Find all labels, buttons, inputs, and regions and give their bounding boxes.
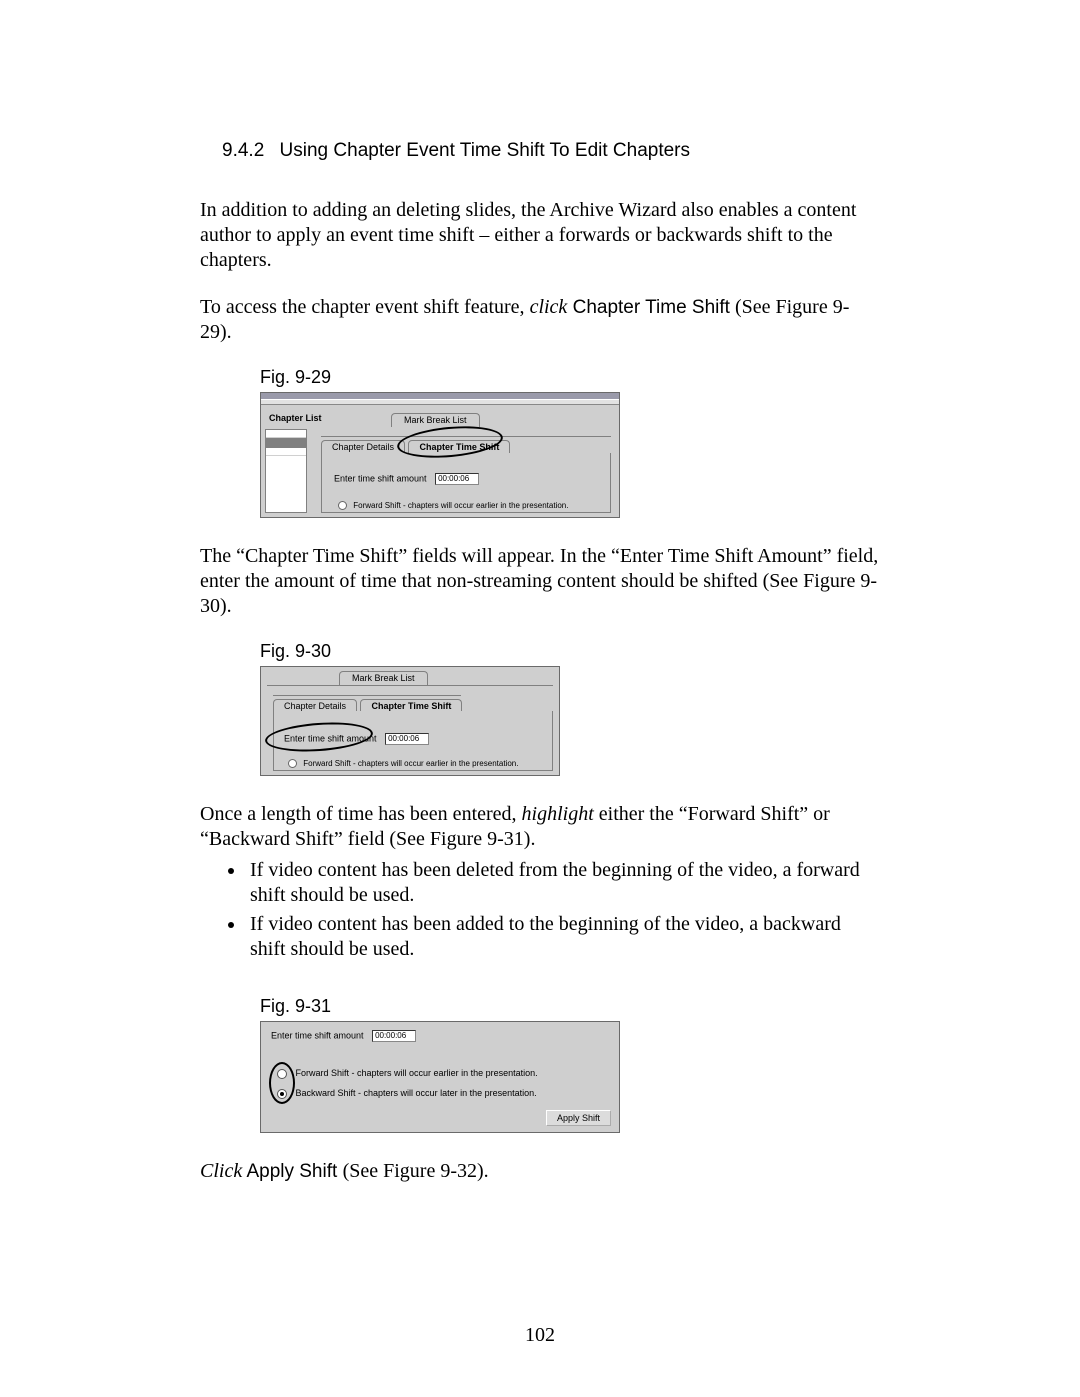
radio-icon [338, 501, 347, 510]
radio-icon [277, 1069, 287, 1079]
bullet-item-2: If video content has been added to the b… [246, 912, 880, 962]
enter-time-shift-label: Enter time shift amount [334, 473, 427, 483]
enter-time-shift-row-31: Enter time shift amount 00:00:06 [271, 1030, 416, 1042]
tab-mark-break-list[interactable]: Mark Break List [391, 413, 480, 427]
tab-chapter-time-shift[interactable]: Chapter Time Shift [408, 440, 510, 453]
paragraph-5: Click Apply Shift (See Figure 9-32). [200, 1159, 880, 1184]
forward-shift-radio-31[interactable]: Forward Shift - chapters will occur earl… [277, 1068, 538, 1079]
forward-shift-radio-30[interactable]: Forward Shift - chapters will occur earl… [288, 759, 518, 768]
section-title: Using Chapter Event Time Shift To Edit C… [280, 140, 690, 161]
forward-shift-label-30: Forward Shift - chapters will occur earl… [303, 759, 518, 768]
fig-30-caption: Fig. 9-30 [260, 641, 880, 662]
time-shift-panel: Enter time shift amount 00:00:06 Forward… [321, 453, 611, 513]
paragraph-3: The “Chapter Time Shift” fields will app… [200, 544, 880, 619]
fig30-divider [267, 685, 553, 686]
time-shift-input[interactable]: 00:00:06 [435, 473, 479, 485]
enter-time-shift-label-31: Enter time shift amount [271, 1030, 364, 1040]
radio-icon [288, 759, 297, 768]
radio-icon-selected [277, 1089, 287, 1099]
para2-click-word: click [530, 296, 568, 318]
enter-time-shift-label-30: Enter time shift amount [284, 733, 377, 743]
bullet-item-1: If video content has been deleted from t… [246, 858, 880, 908]
forward-shift-radio[interactable]: Forward Shift - chapters will occur earl… [338, 501, 568, 510]
tab-chapter-details[interactable]: Chapter Details [321, 440, 405, 453]
chapter-list-panel[interactable] [265, 429, 307, 513]
enter-time-shift-row-30: Enter time shift amount 00:00:06 [284, 733, 429, 745]
time-shift-input-31[interactable]: 00:00:06 [372, 1030, 416, 1042]
forward-shift-label: Forward Shift - chapters will occur earl… [353, 501, 568, 510]
tab-mark-break-list-30[interactable]: Mark Break List [339, 671, 428, 685]
page-number: 102 [0, 1324, 1080, 1347]
bullet-list: If video content has been deleted from t… [246, 858, 880, 962]
section-heading: 9.4.2 Using Chapter Event Time Shift To … [222, 140, 880, 162]
backward-shift-label-31: Backward Shift - chapters will occur lat… [296, 1088, 537, 1098]
forward-shift-label-31: Forward Shift - chapters will occur earl… [296, 1068, 538, 1078]
figure-9-31: Enter time shift amount 00:00:06 Forward… [260, 1021, 620, 1133]
time-shift-panel-30: Enter time shift amount 00:00:06 Forward… [273, 711, 553, 771]
para2-text-a: To access the chapter event shift featur… [200, 296, 530, 318]
backward-shift-radio-31[interactable]: Backward Shift - chapters will occur lat… [277, 1088, 537, 1099]
fig-31-caption: Fig. 9-31 [260, 996, 880, 1017]
para5-apply-shift: Apply Shift [242, 1161, 342, 1182]
fig29-toolbar [261, 399, 619, 405]
document-page: 9.4.2 Using Chapter Event Time Shift To … [0, 0, 1080, 1397]
para2-chapter-time-shift: Chapter Time Shift [567, 297, 730, 318]
para4-highlight-word: highlight [522, 803, 594, 825]
enter-time-shift-row: Enter time shift amount 00:00:06 [334, 473, 479, 485]
chapter-list-selected-row[interactable] [266, 438, 306, 448]
para5-text-c: (See Figure 9-32). [343, 1160, 489, 1182]
section-number: 9.4.2 [222, 140, 264, 161]
time-shift-input-30[interactable]: 00:00:06 [385, 733, 429, 745]
fig-29-caption: Fig. 9-29 [260, 367, 880, 388]
para4-text-a: Once a length of time has been entered, [200, 803, 522, 825]
para5-click-word: Click [200, 1160, 242, 1182]
apply-shift-button[interactable]: Apply Shift [546, 1110, 611, 1126]
paragraph-1: In addition to adding an deleting slides… [200, 198, 880, 273]
figure-9-29: Chapter List Mark Break List Chapter Det… [260, 392, 620, 518]
paragraph-2: To access the chapter event shift featur… [200, 295, 880, 345]
figure-9-30: Mark Break List Chapter Details Chapter … [260, 666, 560, 776]
chapter-list-label: Chapter List [269, 413, 322, 423]
paragraph-4: Once a length of time has been entered, … [200, 802, 880, 852]
